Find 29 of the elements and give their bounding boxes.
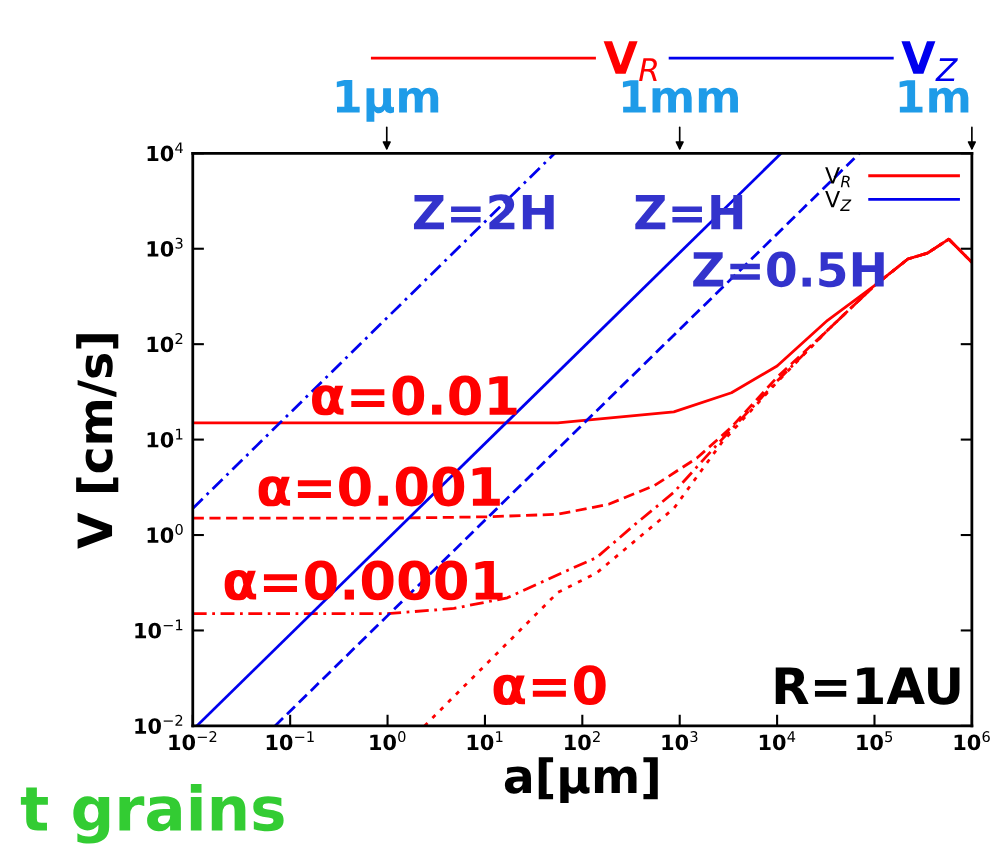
annotation: R=1AU <box>775 667 960 705</box>
x-tick-label: 10$^{4}$ <box>759 731 796 751</box>
x-tick-label: 10$^{5}$ <box>857 731 893 751</box>
y-tick-label: 10$^{0}$ <box>147 523 183 544</box>
y-tick-label: 10$^{−1}$ <box>135 619 183 639</box>
annotation: Z=0.5H <box>693 251 884 288</box>
y-tick-label: 10$^{4}$ <box>147 142 183 162</box>
y-tick-label: 10$^{3}$ <box>147 237 183 257</box>
y-axis-title: V [cm/s] <box>76 334 119 549</box>
y-tick-label: 10$^{1}$ <box>147 428 183 448</box>
annotation: α=0 <box>493 665 606 706</box>
x-tick-label: 10$^{2}$ <box>565 731 600 751</box>
legend-label: V$_{Z}$ <box>825 191 852 211</box>
x-tick-label: 10$^{−1}$ <box>266 731 314 751</box>
annotation: Z=2H <box>413 194 554 230</box>
legend-label: V$_{R}$ <box>825 167 850 188</box>
x-tick-label: 10$^{1}$ <box>467 731 503 751</box>
x-tick-label: 10$^{6}$ <box>954 731 990 751</box>
y-tick-label: 10$^{2}$ <box>147 333 183 353</box>
annotation: α=0.01 <box>312 375 517 416</box>
text: 1m <box>899 80 969 113</box>
x-axis-title: a[μm] <box>504 757 658 803</box>
y-tick-label: 10$^{−2}$ <box>135 714 183 734</box>
text: t grains <box>20 783 284 844</box>
x-tick-label: 10$^{0}$ <box>370 731 406 751</box>
x-tick-label: 10$^{3}$ <box>662 731 698 751</box>
x-tick-label: 10$^{−2}$ <box>169 731 217 751</box>
text: 1μm <box>336 80 439 122</box>
text: 1mm <box>622 80 738 113</box>
